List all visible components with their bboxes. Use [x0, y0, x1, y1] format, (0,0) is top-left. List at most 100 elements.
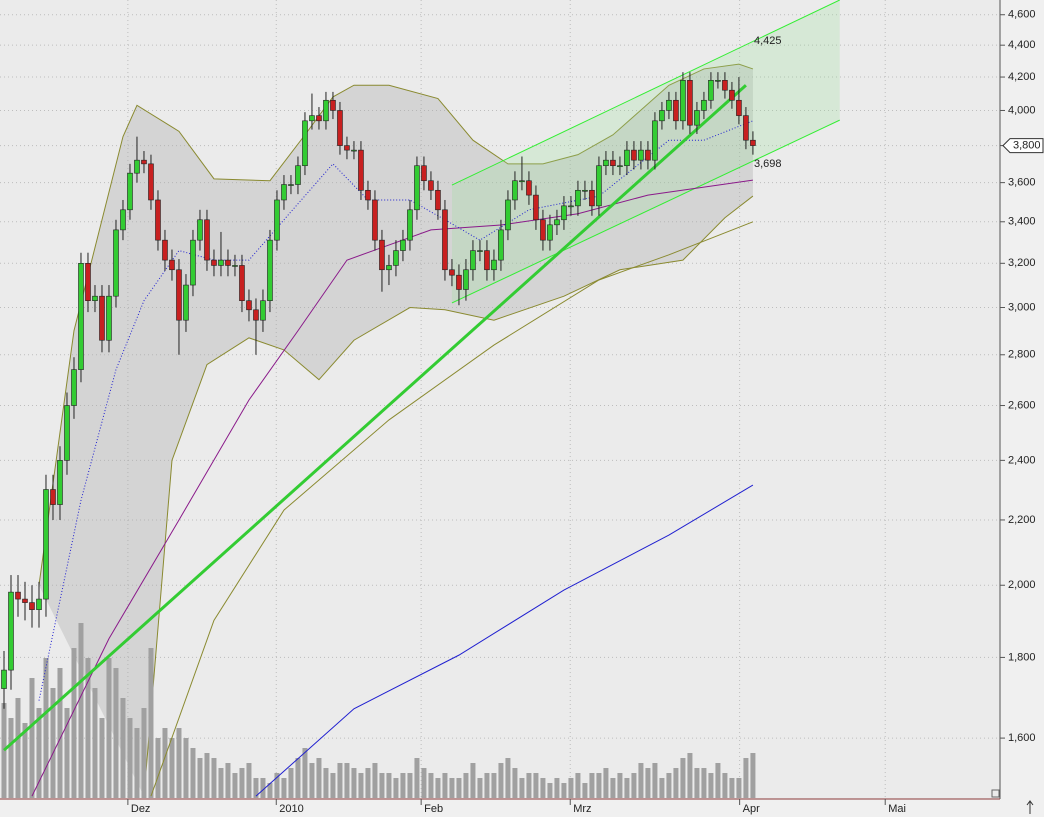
volume-bar	[162, 728, 168, 798]
candle-body	[120, 209, 126, 231]
volume-bar	[50, 688, 56, 798]
y-tick-label: 1,600	[1008, 732, 1036, 744]
volume-bar	[477, 778, 483, 798]
volume-bar	[176, 728, 182, 798]
candle-body	[526, 180, 532, 196]
scroll-icon[interactable]	[1026, 800, 1034, 814]
volume-bar	[631, 773, 637, 798]
candle-body	[554, 219, 560, 226]
volume-bar	[673, 768, 679, 798]
candle-body	[351, 149, 357, 152]
candle-body	[225, 259, 231, 266]
volume-bar	[638, 763, 644, 798]
candle-body	[491, 259, 497, 271]
volume-bar	[141, 708, 147, 798]
candle-body	[519, 180, 525, 183]
x-tick-label: Mai	[888, 803, 906, 815]
volume-bar	[610, 778, 616, 798]
band-line	[38, 63, 754, 586]
candle-body	[8, 591, 14, 671]
candle-body	[253, 309, 259, 321]
candle-body	[568, 205, 574, 208]
candle-body	[638, 149, 644, 161]
x-tick-label: Feb	[424, 803, 443, 815]
volume-bar	[589, 773, 595, 798]
candle-body	[323, 99, 329, 122]
candle-body	[281, 184, 287, 201]
candle-body	[288, 184, 294, 186]
band-line	[143, 195, 754, 797]
candle-body	[596, 165, 602, 207]
candle-body	[715, 80, 721, 82]
candle-body	[211, 259, 217, 266]
candle-body	[421, 165, 427, 182]
candle-body	[575, 189, 581, 207]
candle-body	[533, 194, 539, 221]
volume-bar	[505, 758, 511, 798]
volume-bar	[701, 768, 707, 798]
volume-bar	[365, 768, 371, 798]
volume-bar	[617, 773, 623, 798]
volume-bar	[64, 708, 70, 798]
candle-body	[589, 189, 595, 207]
volume-bar	[120, 698, 126, 798]
candle-body	[477, 250, 483, 252]
candle-body	[29, 602, 35, 610]
volume-bar	[99, 718, 105, 798]
volume-bar	[57, 668, 63, 798]
candle-body	[666, 99, 672, 111]
volume-bar	[148, 648, 154, 798]
candle-body	[379, 239, 385, 271]
candle-body	[148, 163, 154, 201]
volume-bar	[134, 728, 140, 798]
candle-body	[57, 460, 63, 505]
candle-body	[99, 295, 105, 341]
volume-bar	[302, 748, 308, 798]
y-tick-label: 1,800	[1008, 651, 1036, 663]
candle-body	[484, 250, 490, 271]
volume-bar	[330, 773, 336, 798]
y-tick-label: 4,200	[1008, 71, 1036, 83]
candle-body	[113, 229, 119, 297]
candle-body	[267, 239, 273, 301]
candle-body	[470, 250, 476, 271]
price-marker-label: 3,800	[1013, 140, 1041, 152]
volume-bar	[85, 658, 91, 798]
candle-body	[617, 165, 623, 168]
candle-body	[428, 180, 434, 191]
candle-body	[1, 669, 7, 689]
indicator-line	[150, 221, 754, 797]
volume-bar	[127, 718, 133, 798]
volume-bar	[316, 758, 322, 798]
resize-icon[interactable]	[991, 789, 1000, 798]
candle-body	[316, 115, 322, 122]
candle-body	[708, 80, 714, 101]
volume-bar	[421, 768, 427, 798]
volume-bar	[78, 623, 84, 798]
volume-bar	[519, 778, 525, 798]
candle-body	[106, 295, 112, 341]
candle-body	[694, 110, 700, 126]
volume-bar	[596, 773, 602, 798]
candle-body	[645, 149, 651, 161]
volume-bar	[568, 778, 574, 798]
candle-body	[71, 369, 77, 406]
annotation: 4,425	[754, 35, 782, 47]
candle-body	[127, 172, 133, 211]
annotation: 3,698	[754, 158, 782, 170]
indicator-line	[38, 120, 754, 701]
volume-bar	[428, 773, 434, 798]
volume-bar	[652, 763, 658, 798]
volume-bar	[43, 658, 49, 798]
volume-bar	[92, 688, 98, 798]
candle-body	[36, 598, 42, 610]
candle-body	[330, 99, 336, 111]
candle-body	[92, 295, 98, 301]
candle-body	[407, 209, 413, 241]
candle-body	[701, 99, 707, 111]
volume-bar	[533, 773, 539, 798]
volume-bar	[554, 778, 560, 798]
candle-body	[64, 405, 70, 461]
volume-bar	[694, 768, 700, 798]
candle-body	[722, 80, 728, 91]
